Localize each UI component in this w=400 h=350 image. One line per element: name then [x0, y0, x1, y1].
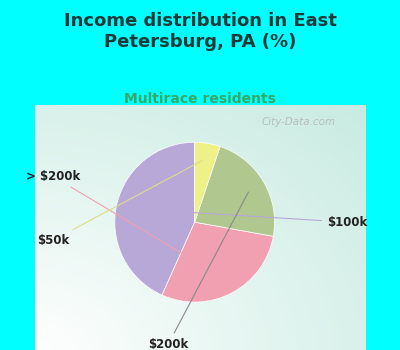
- Wedge shape: [195, 146, 274, 236]
- Text: City-Data.com: City-Data.com: [262, 117, 336, 127]
- Wedge shape: [162, 222, 273, 302]
- Wedge shape: [195, 142, 220, 222]
- Text: $100k: $100k: [135, 209, 367, 229]
- Text: $200k: $200k: [148, 192, 248, 350]
- Text: $50k: $50k: [37, 160, 202, 247]
- Text: Income distribution in East
Petersburg, PA (%): Income distribution in East Petersburg, …: [64, 12, 336, 51]
- Wedge shape: [115, 142, 195, 295]
- Text: > $200k: > $200k: [26, 170, 222, 277]
- Text: Multirace residents: Multirace residents: [124, 92, 276, 106]
